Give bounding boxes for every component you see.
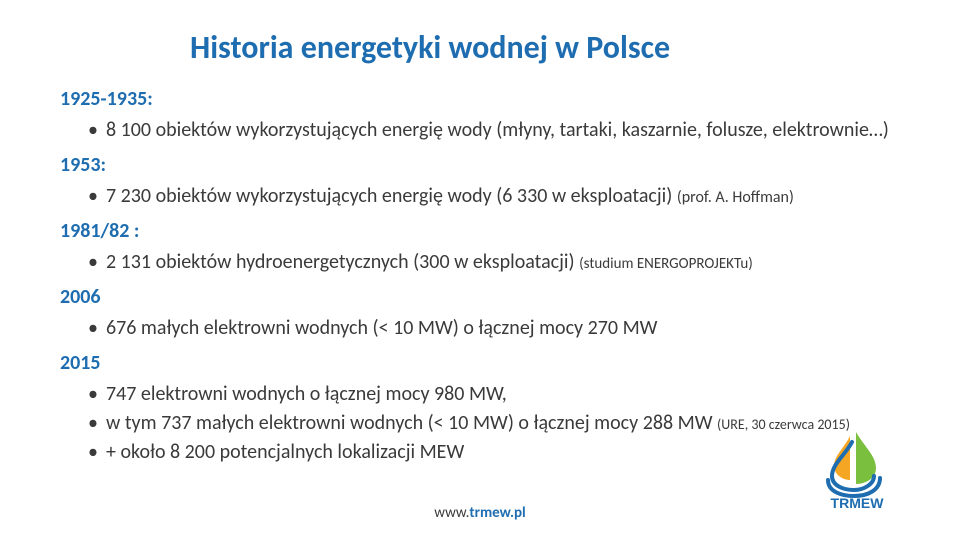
list-item: 7 230 obiektów wykorzystujących energię …: [88, 182, 900, 211]
bullet-source: (studium ENERGOPROJEKTu): [579, 255, 753, 273]
period-1953-label: 1953:: [60, 151, 900, 180]
period-2006-label: 2006: [60, 283, 900, 312]
list-item: + około 8 200 potencjalnych lokalizacji …: [88, 438, 900, 467]
period-2015-list: 747 elektrowni wodnych o łącznej mocy 98…: [88, 380, 900, 467]
period-1981-label: 1981/82 :: [60, 217, 900, 246]
bullet-text: w tym 737 małych elektrowni wodnych (< 1…: [106, 411, 717, 435]
slide-title: Historia energetyki wodnej w Polsce: [190, 28, 900, 67]
bullet-text: 7 230 obiektów wykorzystujących energię …: [106, 184, 677, 208]
list-item: 676 małych elektrowni wodnych (< 10 MW) …: [88, 314, 900, 343]
list-item: 747 elektrowni wodnych o łącznej mocy 98…: [88, 380, 900, 409]
period-1925-list: 8 100 obiektów wykorzystujących energię …: [88, 116, 900, 145]
slide: Historia energetyki wodnej w Polsce 1925…: [0, 0, 960, 540]
list-item: w tym 737 małych elektrowni wodnych (< 1…: [88, 409, 900, 438]
period-1953-list: 7 230 obiektów wykorzystujących energię …: [88, 182, 900, 211]
period-2006-list: 676 małych elektrowni wodnych (< 10 MW) …: [88, 314, 900, 343]
bullet-source: (prof. A. Hoffman): [677, 188, 794, 207]
period-1925-label: 1925-1935:: [60, 85, 900, 114]
period-1981-list: 2 131 obiektów hydroenergetycznych (300 …: [88, 248, 900, 277]
list-item: 8 100 obiektów wykorzystujących energię …: [88, 116, 900, 145]
trmew-logo: TRMEW: [802, 430, 912, 510]
footer-domain: trmew.pl: [469, 504, 525, 522]
list-item: 2 131 obiektów hydroenergetycznych (300 …: [88, 248, 900, 277]
slide-content: 1925-1935: 8 100 obiektów wykorzystujący…: [60, 85, 900, 467]
period-2015-label: 2015: [60, 349, 900, 378]
logo-icon: TRMEW: [802, 430, 912, 510]
footer-prefix: www.: [434, 504, 469, 522]
logo-text: TRMEW: [831, 495, 885, 510]
bullet-text: 2 131 obiektów hydroenergetycznych (300 …: [106, 250, 579, 274]
